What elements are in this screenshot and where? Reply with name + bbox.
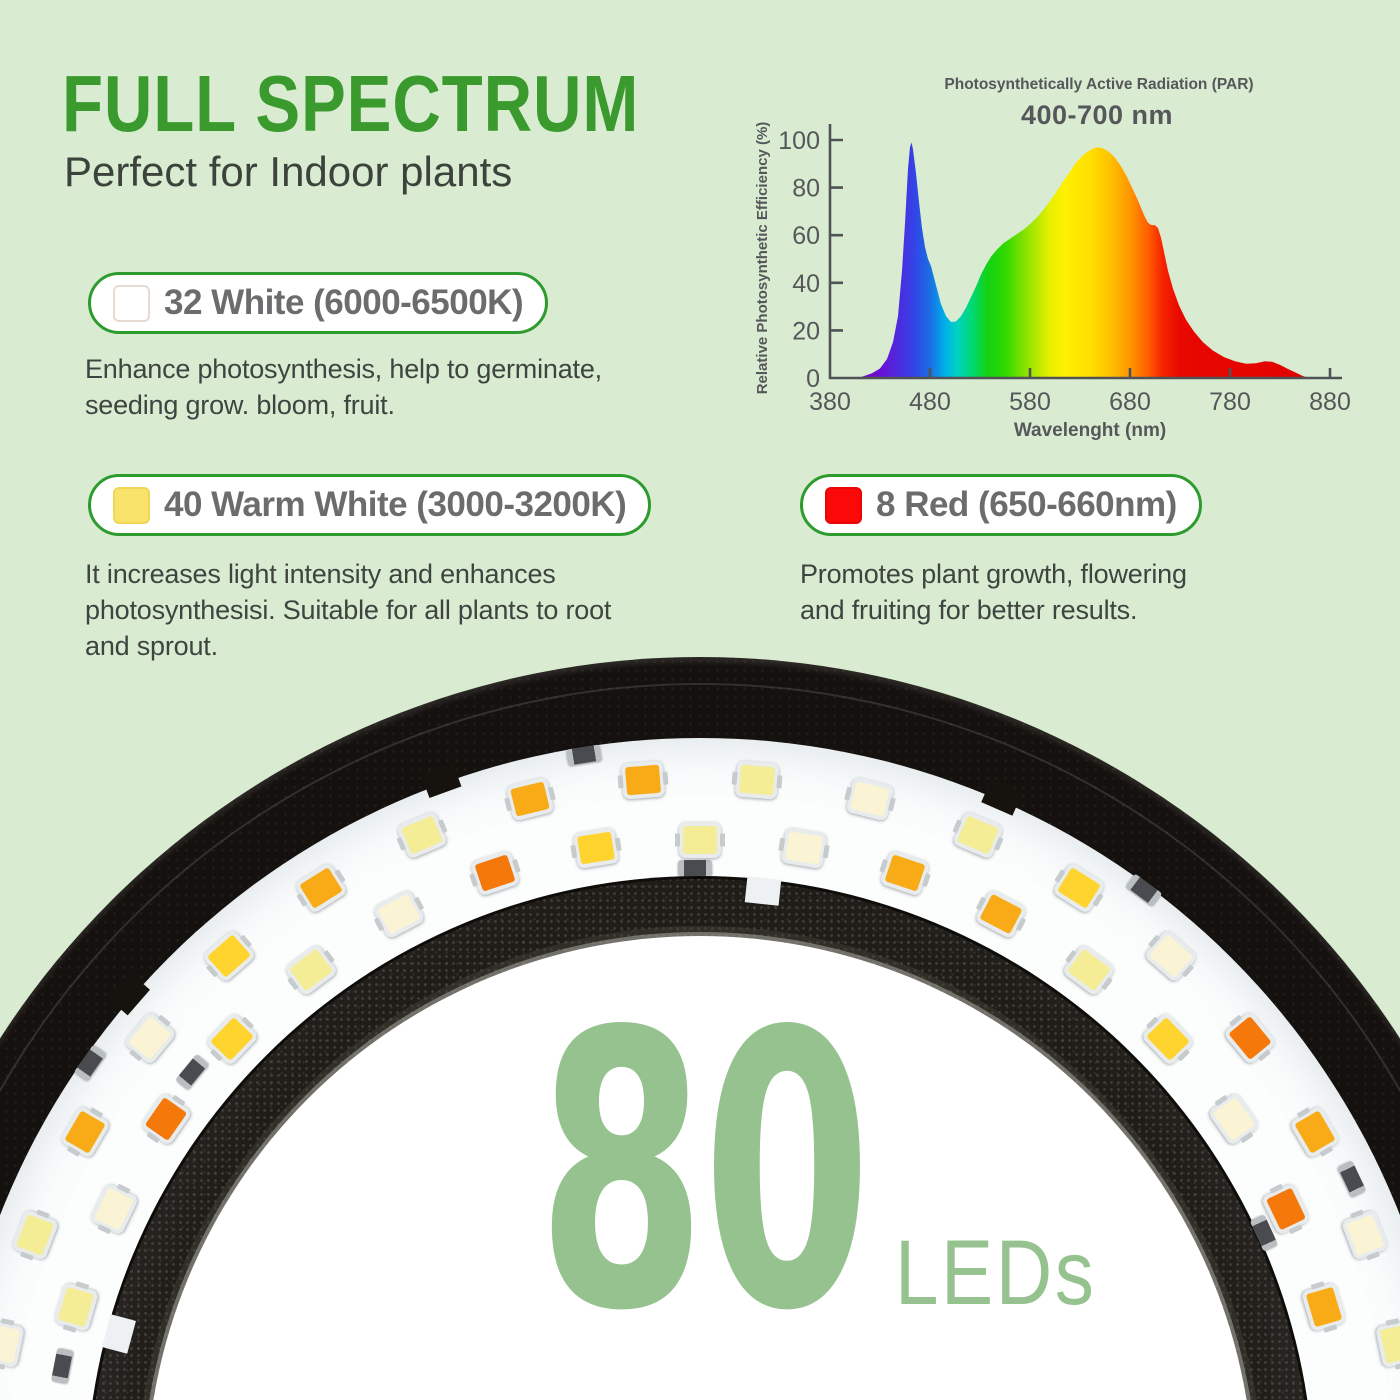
x-tick-label: 780 [1209, 388, 1251, 416]
led-chip-pale [734, 760, 780, 800]
par-chart: 0 20 40 60 80 100 380 480 580 680 780 880 Photosynt… [750, 58, 1370, 458]
page-subtitle: Perfect for Indoor plants [64, 148, 513, 195]
led-chip-yellow [572, 827, 620, 870]
x-tick-label: 480 [909, 388, 951, 416]
x-tick-label: 680 [1109, 388, 1151, 416]
red-led-swatch [825, 486, 862, 524]
feature-badge-red: 8 Red (650-660nm) [800, 474, 1202, 536]
led-chip-pale [679, 822, 721, 858]
feature-badge-warm-white: 40 Warm White (3000-3200K) [88, 474, 652, 536]
spectrum-area [850, 142, 1308, 378]
chart-axes: 0 20 40 60 80 100 380 480 580 680 780 880 [778, 124, 1351, 416]
feature-desc-warm-white: It increases light intensity and enhance… [85, 559, 612, 661]
feature-badge-white: 32 White (6000-6500K) [88, 272, 549, 334]
x-tick-label: 880 [1309, 388, 1351, 416]
feature-label-white: 32 White (6000-6500K) [164, 283, 524, 322]
par-chart-svg: 0 20 40 60 80 100 380 480 580 680 780 880 Photosynt… [754, 76, 1351, 441]
warm-white-led-swatch [113, 486, 150, 524]
y-tick-label: 80 [792, 175, 820, 203]
feature-label-red: 8 Red (650-660nm) [876, 485, 1177, 524]
led-count-unit: LEDs [895, 1222, 1097, 1324]
led-chip-amber [620, 760, 666, 800]
x-tick-label: 380 [809, 388, 851, 416]
chart-title: Photosynthetically Active Radiation (PAR… [944, 76, 1253, 93]
y-tick-label: 40 [792, 270, 820, 298]
chart-y-axis-label: Relative Photosynthetic Efficiency (%) [754, 122, 771, 395]
resistor-chip [677, 859, 712, 877]
y-tick-label: 100 [778, 127, 820, 155]
spectrum-curve [850, 142, 1308, 378]
led-count: 80 [537, 951, 872, 1394]
white-led-swatch [113, 284, 150, 322]
y-tick-label: 20 [792, 317, 820, 345]
ring-outer-groove [0, 683, 1400, 1400]
ring-notch [744, 876, 782, 907]
led-chip-cream [780, 827, 828, 870]
y-tick-label: 60 [792, 222, 820, 250]
chart-x-axis-label: Wavelenght (nm) [1014, 420, 1166, 441]
feature-desc-white: Enhance photosynthesis, help to germinat… [85, 354, 602, 420]
axis-lines [828, 124, 1342, 380]
feature-label-warm-white: 40 Warm White (3000-3200K) [164, 485, 627, 524]
page-title: FULL SPECTRUM [62, 59, 640, 148]
chart-subtitle: 400-700 nm [1021, 100, 1173, 130]
x-tick-label: 580 [1009, 388, 1051, 416]
y-tick-label: 0 [806, 365, 820, 393]
feature-desc-red: Promotes plant growth, flowering and fru… [800, 559, 1187, 625]
